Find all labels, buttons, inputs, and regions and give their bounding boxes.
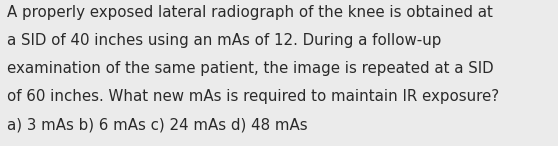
Text: a SID of 40 inches using an mAs of 12. During a follow-up: a SID of 40 inches using an mAs of 12. D…	[7, 33, 441, 48]
Text: examination of the same patient, the image is repeated at a SID: examination of the same patient, the ima…	[7, 61, 494, 76]
Text: a) 3 mAs b) 6 mAs c) 24 mAs d) 48 mAs: a) 3 mAs b) 6 mAs c) 24 mAs d) 48 mAs	[7, 117, 308, 132]
Text: A properly exposed lateral radiograph of the knee is obtained at: A properly exposed lateral radiograph of…	[7, 5, 493, 20]
Text: of 60 inches. What new mAs is required to maintain IR exposure?: of 60 inches. What new mAs is required t…	[7, 89, 499, 104]
